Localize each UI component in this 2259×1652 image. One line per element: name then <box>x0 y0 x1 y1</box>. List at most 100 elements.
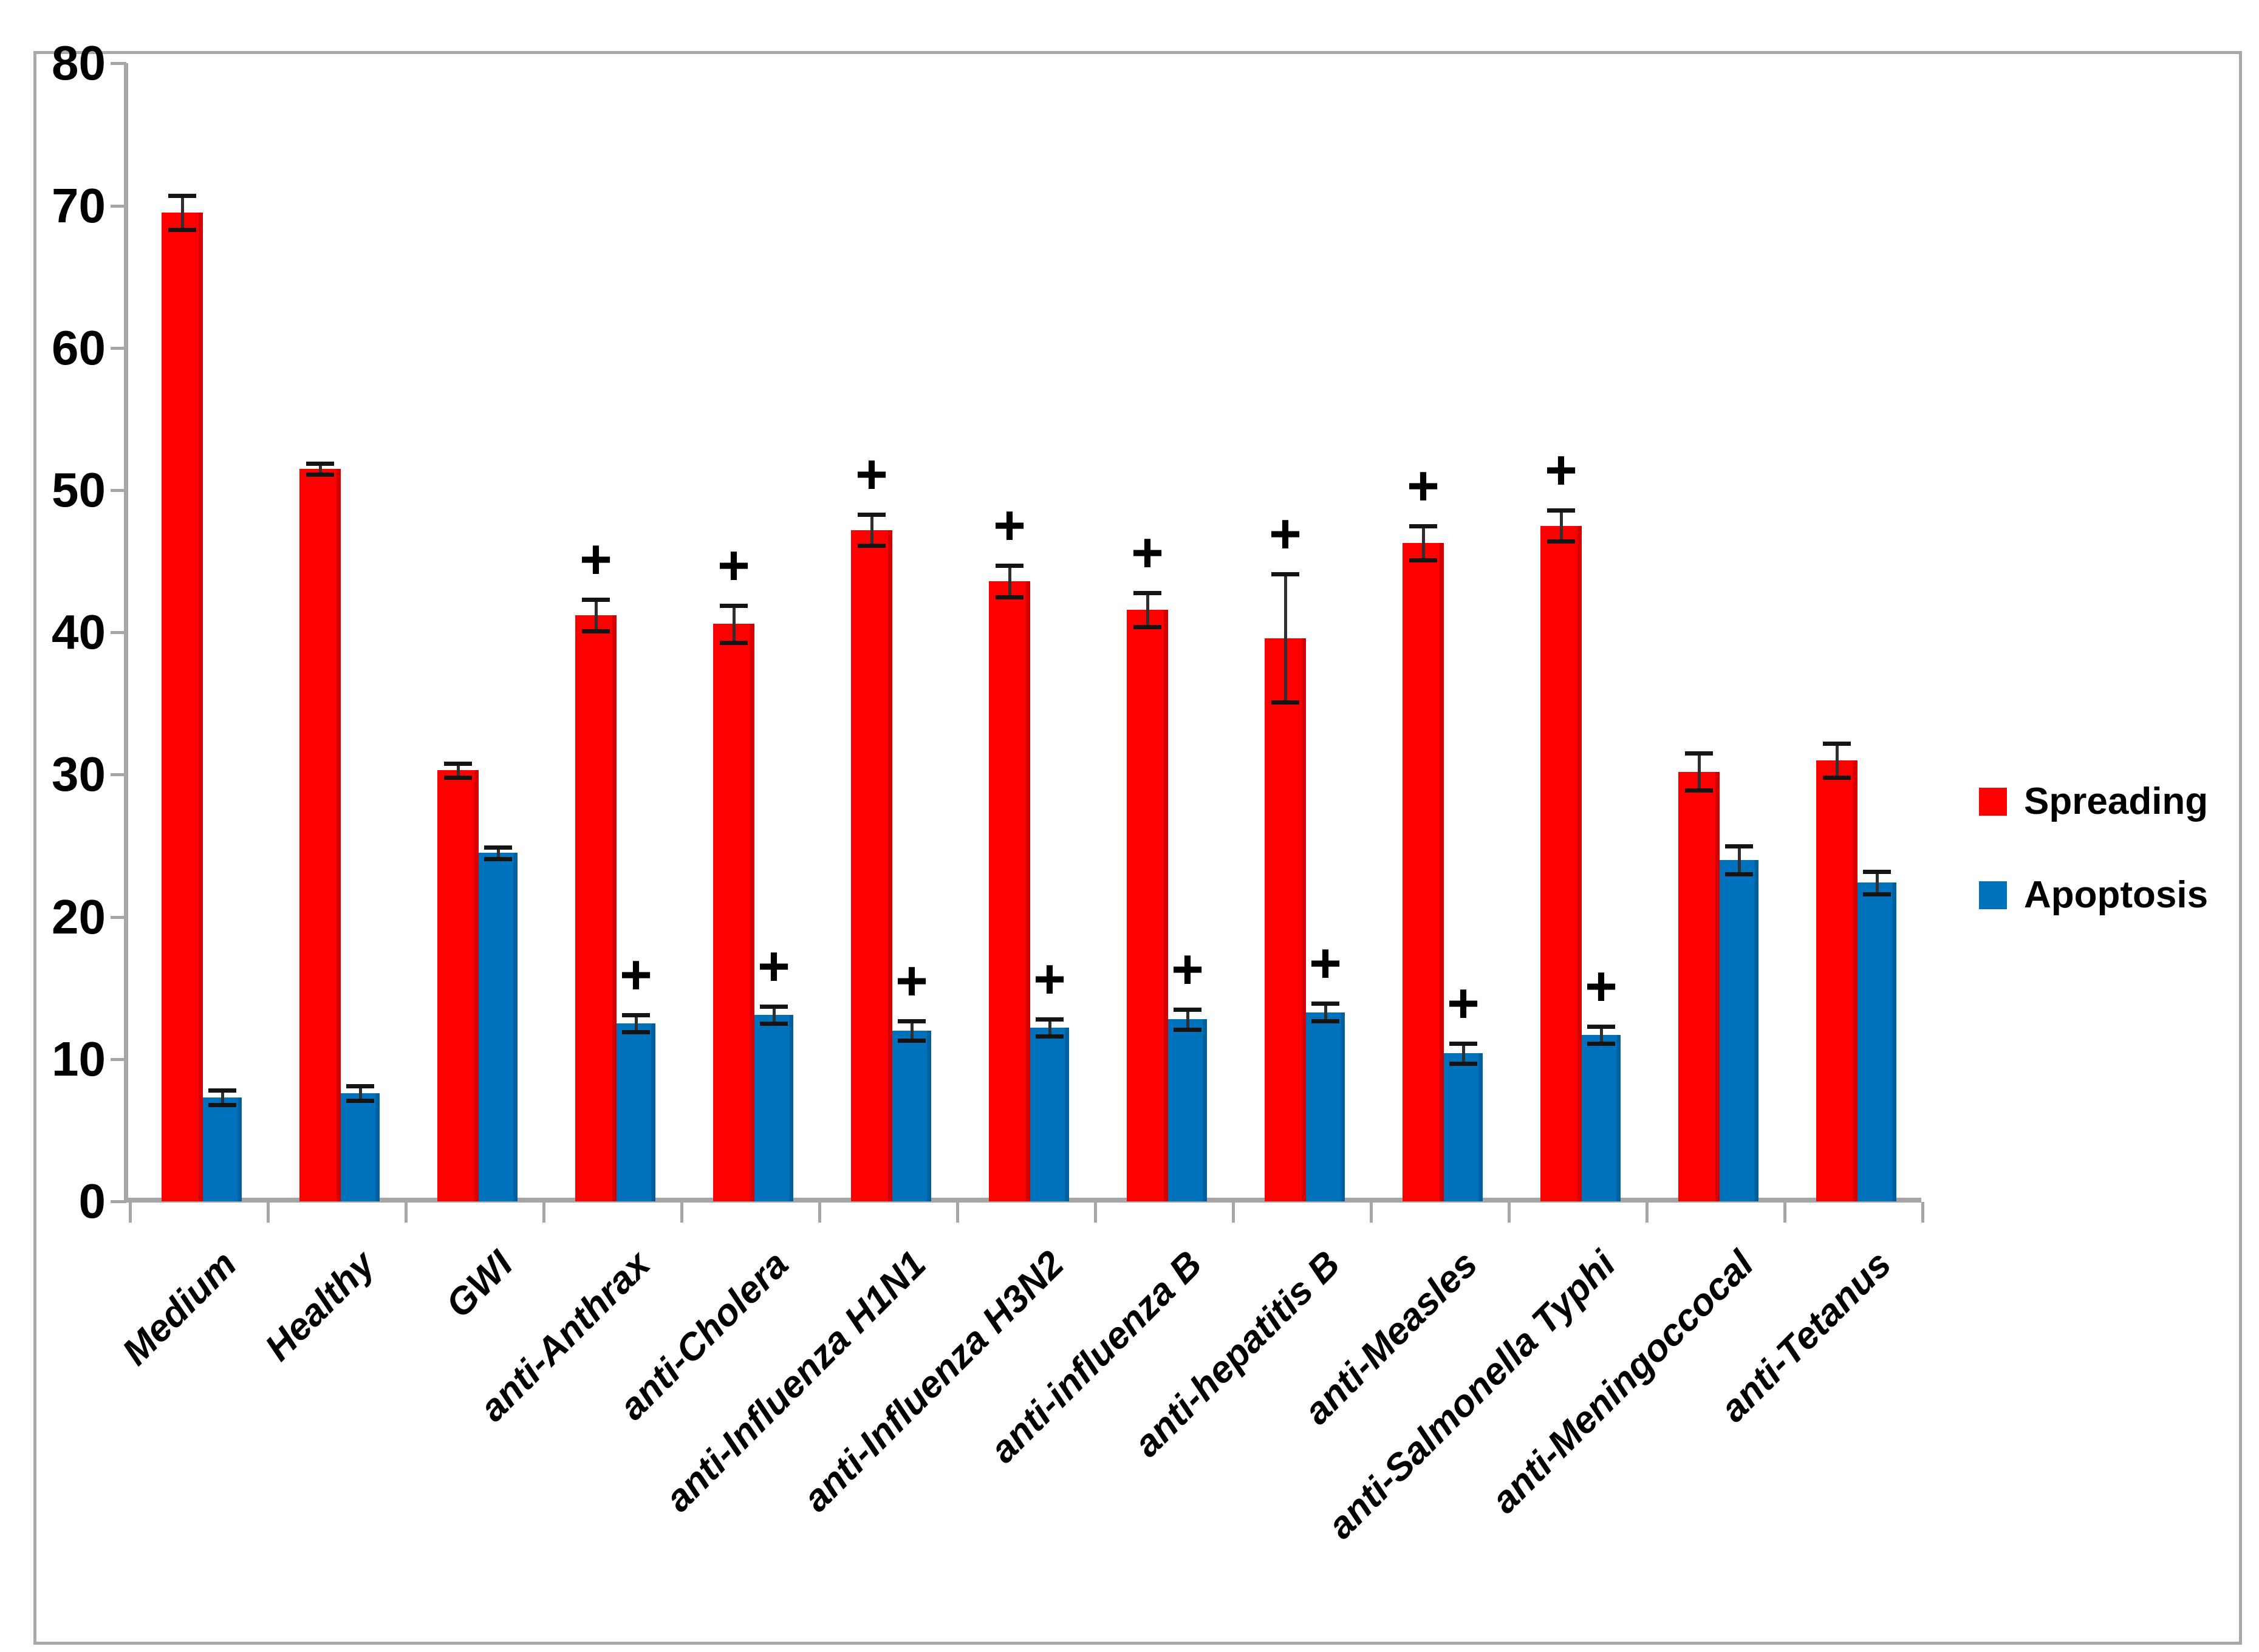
error-bar-cap-bottom <box>1587 1042 1615 1046</box>
error-bar-cap-bottom <box>168 228 196 233</box>
error-bar-cap-top <box>444 761 472 766</box>
error-bar-line <box>1146 592 1149 627</box>
x-tick <box>267 1202 270 1223</box>
error-bar-cap-top <box>1685 751 1713 756</box>
error-bar-cap-bottom <box>760 1022 788 1026</box>
error-bar-cap-bottom <box>1174 1027 1201 1032</box>
y-tick-label: 70 <box>52 178 106 233</box>
error-bar-cap-top <box>168 194 196 199</box>
bar-apoptosis <box>754 1015 793 1201</box>
error-bar-cap-top <box>1587 1024 1615 1029</box>
error-bar-line <box>1559 510 1563 542</box>
error-bar-cap-bottom <box>1823 776 1851 780</box>
error-bar-cap-bottom <box>346 1098 374 1103</box>
error-bar-cap-bottom <box>720 640 748 645</box>
bar-apoptosis <box>1857 882 1896 1201</box>
bar-spreading <box>989 581 1030 1201</box>
error-bar-line <box>318 463 322 475</box>
bar-apoptosis <box>341 1093 380 1201</box>
error-bar-cap-bottom <box>208 1102 236 1107</box>
error-bar-cap-top <box>1863 869 1891 874</box>
x-tick <box>818 1202 821 1223</box>
figure-border <box>33 51 2242 1645</box>
bar-apoptosis <box>1582 1034 1621 1201</box>
x-tick <box>129 1202 132 1223</box>
plus-annotation: + <box>855 443 888 505</box>
error-bar-cap-bottom <box>484 856 512 861</box>
x-tick <box>956 1202 959 1223</box>
x-tick <box>1094 1202 1097 1223</box>
legend-label-apoptosis: Apoptosis <box>2024 874 2209 916</box>
bar-spreading <box>437 770 479 1201</box>
legend-swatch-apoptosis <box>1979 881 2007 909</box>
error-bar-cap-bottom <box>1725 872 1753 877</box>
plus-annotation: + <box>1309 932 1342 995</box>
bar-apoptosis <box>1030 1028 1069 1201</box>
error-bar-line <box>1875 871 1879 895</box>
plus-annotation: + <box>1447 972 1480 1035</box>
error-bar-cap-top <box>996 564 1024 568</box>
error-bar-cap-top <box>720 603 748 608</box>
legend-label-spreading: Spreading <box>2024 780 2209 822</box>
error-bar-cap-bottom <box>1271 700 1299 705</box>
bar-apoptosis <box>203 1097 242 1201</box>
x-tick <box>680 1202 683 1223</box>
bar-spreading <box>575 615 617 1201</box>
error-bar-cap-top <box>1174 1007 1201 1012</box>
bar-spreading <box>713 624 754 1201</box>
bar-apoptosis <box>892 1030 931 1201</box>
error-bar-line <box>1324 1003 1327 1021</box>
bar-apoptosis <box>1168 1019 1207 1201</box>
error-bar-cap-top <box>306 461 334 466</box>
y-tick-label: 0 <box>78 1174 106 1228</box>
error-bar-cap-bottom <box>1685 788 1713 793</box>
error-bar-cap-top <box>858 512 886 517</box>
plus-annotation: + <box>1585 955 1618 1017</box>
plus-annotation: + <box>1171 938 1204 1000</box>
x-tick <box>542 1202 545 1223</box>
bar-spreading <box>1540 525 1582 1201</box>
error-bar-cap-top <box>1823 741 1851 746</box>
error-bar-line <box>456 763 460 778</box>
bar-apoptosis <box>1444 1053 1483 1201</box>
x-tick <box>1232 1202 1235 1223</box>
y-tick-label: 10 <box>52 1031 106 1086</box>
y-tick <box>111 915 126 919</box>
plus-annotation: + <box>620 944 652 1006</box>
bar-spreading <box>299 468 341 1201</box>
error-bar-cap-top <box>582 598 610 602</box>
error-bar-cap-bottom <box>1449 1061 1477 1066</box>
error-bar-cap-bottom <box>1311 1019 1339 1023</box>
error-bar-line <box>870 514 873 546</box>
plus-annotation: + <box>1131 521 1164 584</box>
error-bar-line <box>634 1015 638 1032</box>
plus-annotation: + <box>1269 503 1302 565</box>
error-bar-line <box>732 605 736 643</box>
y-tick <box>111 773 126 777</box>
plus-annotation: + <box>717 534 750 596</box>
error-bar-cap-bottom <box>1036 1034 1064 1039</box>
bar-spreading <box>1678 771 1720 1201</box>
error-bar-cap-bottom <box>582 629 610 633</box>
error-bar-line <box>1599 1026 1603 1044</box>
error-bar-line <box>1283 574 1287 702</box>
error-bar-line <box>1461 1043 1465 1063</box>
y-tick <box>111 631 126 635</box>
error-bar-line <box>1737 845 1741 875</box>
error-bar-cap-top <box>1036 1017 1064 1022</box>
legend-item-apoptosis: Apoptosis <box>1979 873 2208 916</box>
bar-spreading <box>1265 638 1306 1201</box>
error-bar-line <box>358 1086 362 1101</box>
error-bar-cap-bottom <box>898 1039 926 1043</box>
y-tick <box>111 1057 126 1061</box>
error-bar-line <box>180 196 184 230</box>
bar-spreading <box>1127 609 1168 1201</box>
error-bar-cap-top <box>1271 572 1299 577</box>
error-bar-cap-bottom <box>1547 539 1575 544</box>
y-tick-label: 80 <box>52 36 106 90</box>
plus-annotation: + <box>1545 439 1577 501</box>
x-tick <box>1508 1202 1511 1223</box>
error-bar-line <box>1186 1009 1189 1029</box>
error-bar-line <box>910 1020 914 1041</box>
